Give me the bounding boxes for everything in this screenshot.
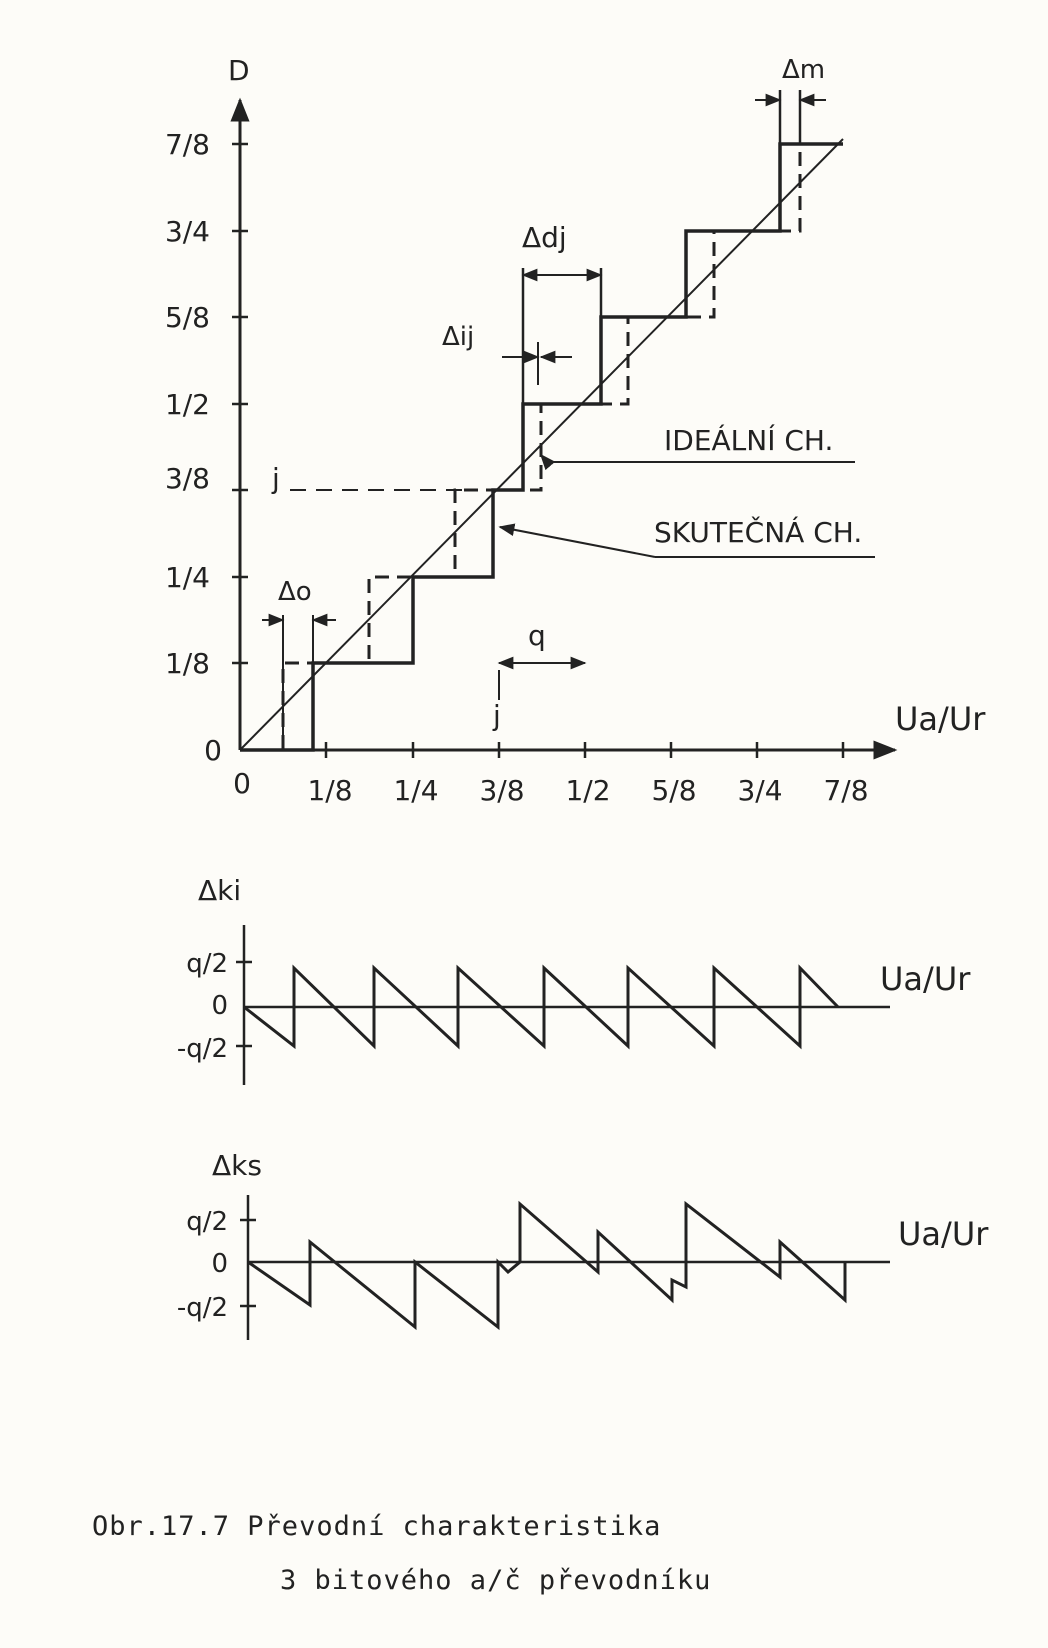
ideal-callout: IDEÁLNÍ CH.: [539, 423, 855, 471]
x-tick-1-8: 1/8: [307, 774, 352, 807]
transfer-characteristic-plot: D Ua/Ur 0 1/8 1/4 3/8 1/2 5/8 3/4 7/8: [165, 54, 986, 807]
caption-line-2: 3 bitového a/č převodníku: [280, 1565, 712, 1596]
ideal-quantization-error-plot: Δki Ua/Ur q/2 0 -q/2: [177, 874, 971, 1085]
real-characteristic-label: SKUTEČNÁ CH.: [654, 515, 862, 549]
ks-sawtooth: [247, 1200, 847, 1331]
q-step-annotation: q: [497, 619, 587, 670]
y-tick-5-8: 5/8: [165, 301, 210, 334]
caption-line-1: Obr.17.7 Převodní charakteristika: [92, 1511, 662, 1542]
real-callout: SKUTEČNÁ CH.: [498, 515, 875, 558]
y-tick-7-8: 7/8: [165, 128, 210, 161]
y-tick-1-4: 1/4: [165, 561, 210, 594]
ki-tick-mq2: -q/2: [177, 1034, 228, 1064]
ks-tick-mq2: -q/2: [177, 1293, 228, 1323]
x-tick-0: 0: [233, 767, 251, 800]
ki-y-tick-labels: q/2 0 -q/2: [177, 949, 228, 1064]
ks-tick-q2: q/2: [186, 1207, 228, 1237]
ki-y-ticks: [236, 960, 252, 1048]
main-x-axis-label: Ua/Ur: [895, 700, 986, 738]
delta-ij-label: Δij: [442, 322, 474, 352]
ki-tick-0: 0: [211, 991, 228, 1021]
ks-y-tick-labels: q/2 0 -q/2: [177, 1207, 228, 1323]
x-tick-1-4: 1/4: [393, 774, 438, 807]
ki-tick-q2: q/2: [186, 949, 228, 979]
x-tick-3-8: 3/8: [479, 774, 524, 807]
delta-dj-label: Δdj: [522, 221, 567, 254]
y-tick-1-2: 1/2: [165, 388, 210, 421]
ki-x-axis-label: Ua/Ur: [880, 960, 971, 998]
main-y-ticks: [232, 142, 248, 665]
ks-tick-0: 0: [211, 1249, 228, 1279]
main-y-tick-labels: 0 1/8 1/4 3/8 1/2 5/8 3/4 7/8: [165, 128, 222, 767]
gain-error-annotation: Δm: [755, 55, 826, 144]
differential-nonlinearity-annotation: Δdj: [521, 221, 603, 404]
y-tick-0: 0: [204, 734, 222, 767]
code-j-label-left: j: [271, 462, 280, 495]
main-x-tick-labels: 0 1/8 1/4 3/8 1/2 5/8 3/4 7/8: [233, 767, 868, 807]
x-tick-1-2: 1/2: [565, 774, 610, 807]
main-x-ticks: [324, 742, 845, 758]
real-staircase: [240, 142, 843, 752]
ks-y-ticks: [240, 1218, 256, 1308]
offset-error-annotation: Δo: [262, 577, 336, 740]
ks-x-axis-label: Ua/Ur: [898, 1215, 989, 1253]
real-quantization-error-plot: Δks Ua/Ur q/2 0 -q/2: [177, 1149, 989, 1340]
ideal-characteristic-label: IDEÁLNÍ CH.: [664, 423, 833, 457]
main-y-axis-label: D: [228, 54, 250, 87]
delta-o-label: Δo: [278, 577, 312, 607]
q-label: q: [528, 619, 546, 652]
x-tick-5-8: 5/8: [651, 774, 696, 807]
figure-svg: D Ua/Ur 0 1/8 1/4 3/8 1/2 5/8 3/4 7/8: [165, 54, 989, 1340]
ki-y-axis-label: Δki: [198, 874, 241, 907]
y-tick-3-8: 3/8: [165, 462, 210, 495]
y-tick-1-8: 1/8: [165, 647, 210, 680]
delta-m-label: Δm: [782, 55, 825, 85]
x-tick-3-4: 3/4: [737, 774, 782, 807]
ks-y-axis-label: Δks: [212, 1149, 262, 1182]
figure-caption: Obr.17.7 Převodní charakteristika 3 bito…: [92, 1500, 711, 1608]
y-tick-3-4: 3/4: [165, 215, 210, 248]
code-j-label-bottom: j: [492, 699, 501, 732]
integral-nonlinearity-annotation: Δij: [442, 322, 572, 385]
ki-sawtooth: [243, 964, 840, 1050]
x-tick-7-8: 7/8: [823, 774, 868, 807]
